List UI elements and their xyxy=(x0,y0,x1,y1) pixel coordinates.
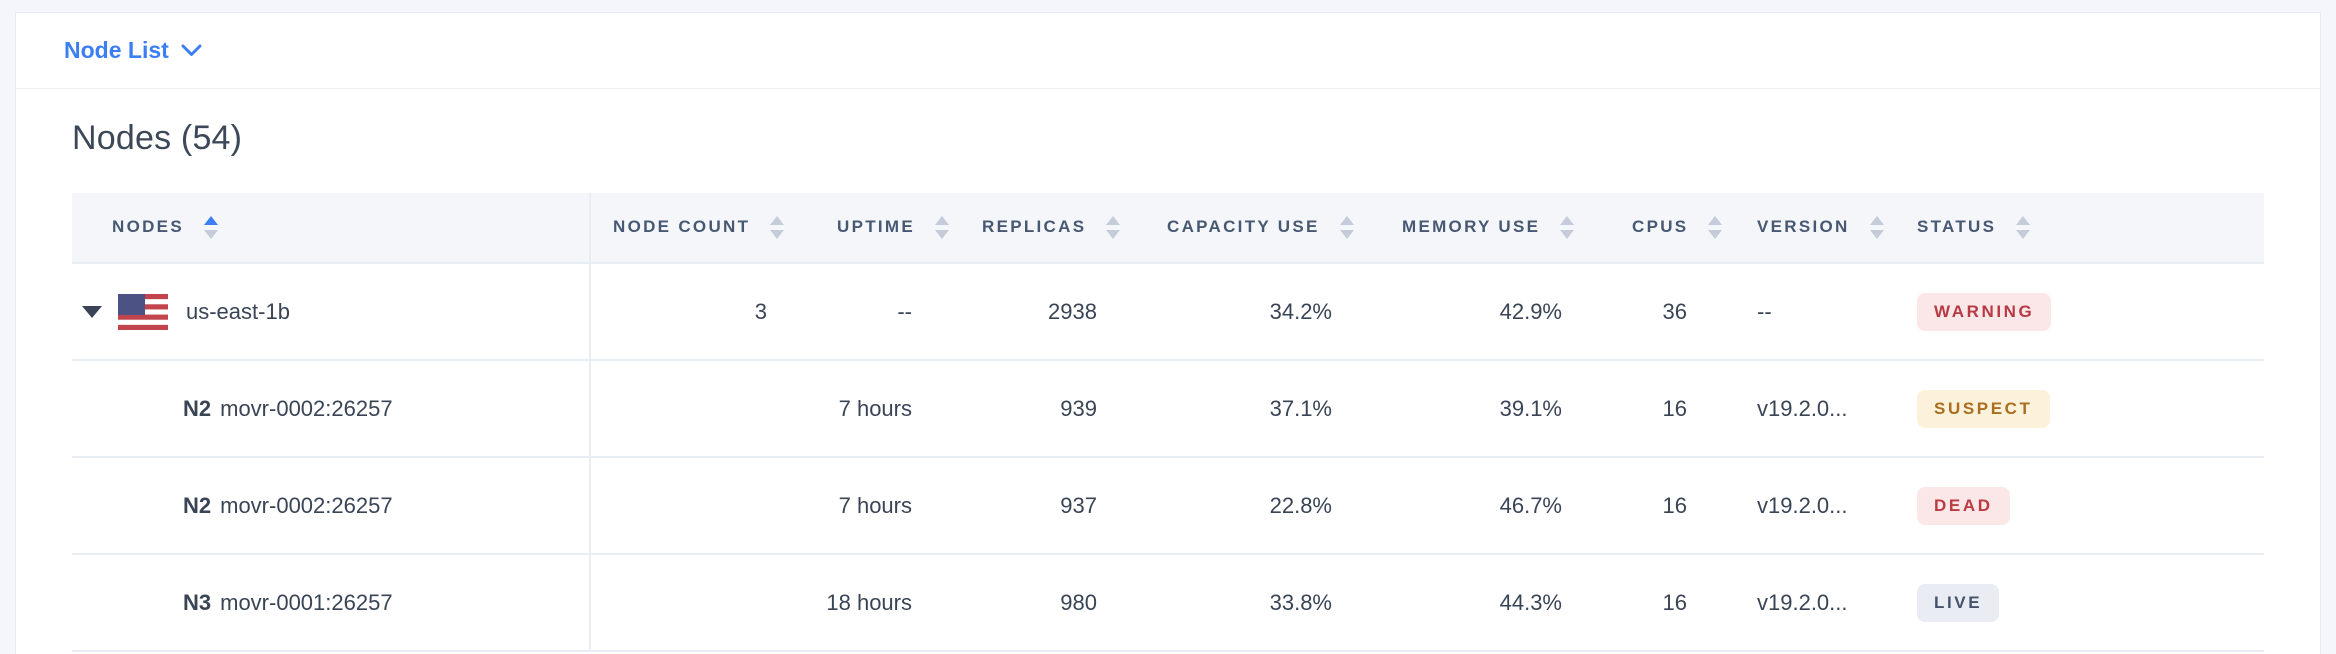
sort-icon xyxy=(1339,216,1354,239)
sort-icon xyxy=(204,216,218,239)
sort-icon xyxy=(770,216,785,239)
node-id: N2 xyxy=(183,395,212,421)
uptime-cell: 7 hours xyxy=(815,457,960,555)
status-cell: DEAD xyxy=(1895,457,2264,555)
node-cell: N2 movr-0002:26257 xyxy=(72,457,591,555)
column-header-nodes[interactable]: NODES xyxy=(72,193,591,264)
node-count-cell xyxy=(590,554,815,652)
sort-icon xyxy=(2016,216,2031,239)
cpus-cell: 16 xyxy=(1610,360,1735,458)
replicas-cell: 939 xyxy=(960,360,1145,458)
column-header-cpus[interactable]: CPUS xyxy=(1610,193,1735,264)
memory-use-cell: 46.7% xyxy=(1380,457,1610,555)
version-cell: -- xyxy=(1735,263,1895,361)
node-count-cell xyxy=(590,457,815,555)
version-cell: v19.2.0... xyxy=(1735,457,1895,555)
status-cell: WARNING xyxy=(1895,263,2264,361)
uptime-cell: -- xyxy=(815,263,960,361)
capacity-use-cell: 37.1% xyxy=(1145,360,1380,458)
capacity-use-cell: 33.8% xyxy=(1145,554,1380,652)
sort-icon xyxy=(1708,216,1723,239)
memory-use-cell: 39.1% xyxy=(1380,360,1610,458)
version-cell: v19.2.0... xyxy=(1735,554,1895,652)
node-count-cell: 3 xyxy=(590,263,815,361)
node-address: movr-0002:26257 xyxy=(220,492,393,518)
status-badge: SUSPECT xyxy=(1917,389,2050,428)
node-cell: N2 movr-0002:26257 xyxy=(72,360,591,458)
table-header-row: NODES NODE COUNT UPTIME REPLICAS xyxy=(72,193,2264,264)
node-cell: N3 movr-0001:26257 xyxy=(72,554,591,652)
region-name: us-east-1b xyxy=(186,298,290,324)
node-id: N2 xyxy=(183,492,212,518)
table-row-node[interactable]: N2 movr-0002:26257 7 hours 939 37.1% 39.1… xyxy=(72,360,2264,458)
status-badge: WARNING xyxy=(1917,292,2052,331)
uptime-cell: 18 hours xyxy=(815,554,960,652)
node-count-cell xyxy=(590,360,815,458)
memory-use-cell: 44.3% xyxy=(1380,554,1610,652)
uptime-cell: 7 hours xyxy=(815,360,960,458)
status-badge: DEAD xyxy=(1917,486,2010,525)
node-id: N3 xyxy=(183,589,212,615)
table-row-region[interactable]: us-east-1b 3 -- 2938 34.2% 42.9% 36 -- W… xyxy=(72,263,2264,361)
cpus-cell: 16 xyxy=(1610,554,1735,652)
table-row-node[interactable]: N2 movr-0002:26257 7 hours 937 22.8% 46.7… xyxy=(72,457,2264,555)
chevron-down-icon xyxy=(181,44,202,56)
replicas-cell: 2938 xyxy=(960,263,1145,361)
capacity-use-cell: 34.2% xyxy=(1145,263,1380,361)
content: Nodes (54) NODES NODE COUNT xyxy=(16,119,2320,652)
status-cell: LIVE xyxy=(1895,554,2264,652)
capacity-use-cell: 22.8% xyxy=(1145,457,1380,555)
region-cell: us-east-1b xyxy=(72,263,591,361)
column-header-version[interactable]: VERSION xyxy=(1735,193,1895,264)
status-cell: SUSPECT xyxy=(1895,360,2264,458)
status-badge: LIVE xyxy=(1917,583,2000,622)
nodes-table: NODES NODE COUNT UPTIME REPLICAS xyxy=(72,193,2264,652)
cpus-cell: 36 xyxy=(1610,263,1735,361)
version-cell: v19.2.0... xyxy=(1735,360,1895,458)
us-flag-icon xyxy=(118,293,168,330)
sort-icon xyxy=(1560,216,1575,239)
view-selector-dropdown[interactable]: Node List xyxy=(64,37,202,64)
column-header-capacity-use[interactable]: CAPACITY USE xyxy=(1145,193,1380,264)
node-address: movr-0001:26257 xyxy=(220,589,393,615)
column-header-replicas[interactable]: REPLICAS xyxy=(960,193,1145,264)
node-list-card: Node List Nodes (54) NODES N xyxy=(15,12,2321,654)
sort-icon xyxy=(935,216,950,239)
replicas-cell: 937 xyxy=(960,457,1145,555)
topbar: Node List xyxy=(16,13,2320,89)
column-header-status[interactable]: STATUS xyxy=(1895,193,2264,264)
page-title: Nodes (54) xyxy=(72,119,243,157)
replicas-cell: 980 xyxy=(960,554,1145,652)
memory-use-cell: 42.9% xyxy=(1380,263,1610,361)
column-header-uptime[interactable]: UPTIME xyxy=(815,193,960,264)
node-address: movr-0002:26257 xyxy=(220,395,393,421)
view-selector-label: Node List xyxy=(64,37,169,63)
sort-icon xyxy=(1106,216,1121,239)
table-row-node[interactable]: N3 movr-0001:26257 18 hours 980 33.8% 44.… xyxy=(72,554,2264,652)
cpus-cell: 16 xyxy=(1610,457,1735,555)
column-header-node-count[interactable]: NODE COUNT xyxy=(590,193,815,264)
sort-icon xyxy=(1869,216,1884,239)
collapse-caret-icon[interactable] xyxy=(82,305,102,318)
column-header-memory-use[interactable]: MEMORY USE xyxy=(1380,193,1610,264)
